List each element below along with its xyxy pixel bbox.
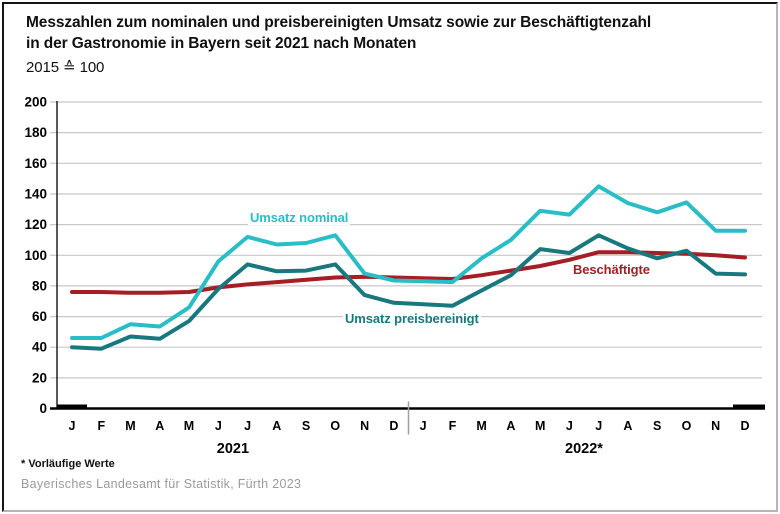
- svg-text:20: 20: [32, 370, 47, 385]
- svg-text:O: O: [682, 419, 692, 433]
- svg-text:J: J: [215, 419, 222, 433]
- svg-text:A: A: [272, 419, 281, 433]
- svg-text:J: J: [595, 419, 602, 433]
- series-line-1: [70, 233, 747, 351]
- title-block: Messzahlen zum nominalen und preisberein…: [26, 13, 746, 77]
- svg-text:180: 180: [24, 125, 47, 140]
- svg-text:S: S: [302, 419, 310, 433]
- svg-text:40: 40: [32, 340, 47, 355]
- svg-text:S: S: [653, 419, 661, 433]
- svg-text:N: N: [711, 419, 720, 433]
- svg-text:J: J: [420, 419, 427, 433]
- source-attribution: Bayerisches Landesamt für Statistik, Für…: [21, 477, 302, 491]
- svg-text:80: 80: [32, 278, 47, 293]
- svg-text:D: D: [740, 419, 749, 433]
- year-labels: 2021 2022*: [217, 441, 604, 457]
- svg-text:M: M: [184, 419, 194, 433]
- svg-text:M: M: [476, 419, 486, 433]
- svg-text:160: 160: [24, 156, 47, 171]
- svg-text:100: 100: [24, 248, 47, 263]
- svg-text:M: M: [535, 419, 545, 433]
- chart-title-line-1: Messzahlen zum nominalen und preisberein…: [26, 14, 652, 31]
- svg-text:O: O: [330, 419, 340, 433]
- svg-text:D: D: [389, 419, 398, 433]
- series-label-umsatz-nominal: Umsatz nominal: [248, 210, 351, 225]
- svg-text:F: F: [97, 419, 105, 433]
- svg-text:0: 0: [39, 401, 47, 416]
- svg-text:A: A: [623, 419, 632, 433]
- svg-text:F: F: [449, 419, 457, 433]
- svg-text:60: 60: [32, 309, 47, 324]
- series-line-0: [70, 184, 747, 340]
- svg-text:J: J: [69, 419, 76, 433]
- svg-text:M: M: [125, 419, 135, 433]
- svg-text:A: A: [506, 419, 515, 433]
- chart-title-line-2: in der Gastronomie in Bayern seit 2021 n…: [26, 34, 417, 52]
- chart-subtitle-index-base: 2015 ≙ 100: [26, 59, 105, 76]
- svg-text:2021: 2021: [217, 441, 249, 457]
- x-axis: [50, 404, 765, 410]
- series-label-umsatz-preisbereinigt: Umsatz preisbereinigt: [343, 311, 481, 326]
- series-line-2: [70, 250, 747, 295]
- svg-text:120: 120: [24, 217, 47, 232]
- svg-text:J: J: [566, 419, 573, 433]
- series-label-beschaeftigte: Beschäftigte: [571, 262, 652, 277]
- svg-text:2022*: 2022*: [565, 441, 603, 457]
- svg-text:N: N: [360, 419, 369, 433]
- svg-text:140: 140: [24, 187, 47, 202]
- svg-text:200: 200: [24, 95, 47, 110]
- footnote-preliminary-values: * Vorläufige Werte: [21, 458, 115, 470]
- svg-text:J: J: [244, 419, 251, 433]
- svg-text:A: A: [155, 419, 164, 433]
